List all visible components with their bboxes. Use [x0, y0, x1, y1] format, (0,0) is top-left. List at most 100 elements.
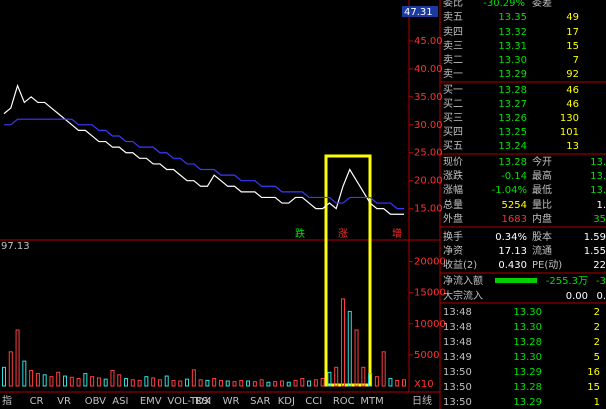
- volume-bar: [96, 377, 101, 387]
- indicator-tab[interactable]: OBV: [85, 396, 106, 407]
- corner-label: 97.13: [1, 241, 30, 252]
- stat-field: 外盘: [443, 212, 463, 225]
- indicator-tab[interactable]: ASI: [112, 396, 128, 407]
- book-price: 13.35: [498, 12, 527, 23]
- y-tick-label: 45.00: [414, 36, 443, 47]
- stat-field: 量比: [532, 199, 552, 211]
- y-tick-label: 20000: [414, 257, 446, 268]
- volume-bar: [63, 375, 68, 387]
- volume-bar: [205, 379, 210, 387]
- trade-time: 13:48: [443, 307, 472, 318]
- book-volume: 92: [566, 69, 579, 80]
- trade-price: 13.29: [513, 367, 542, 378]
- volume-bar: [402, 379, 406, 387]
- flow-label: 净流入额: [443, 274, 483, 287]
- header-field: -30.29%: [483, 0, 525, 9]
- book-volume: 7: [573, 55, 579, 66]
- flow-bar: [495, 278, 537, 283]
- stat-field: 13.28: [498, 157, 527, 168]
- volume-bar: [185, 378, 190, 387]
- stat-field: 13.: [590, 157, 606, 168]
- book-volume: 101: [560, 127, 579, 138]
- indicator-tab[interactable]: VOL-TDX: [167, 396, 210, 407]
- stat-field: 内盘: [532, 212, 552, 225]
- volume-bar: [354, 329, 359, 387]
- indicator-tab[interactable]: RSI: [195, 396, 211, 407]
- volume-bar: [374, 376, 379, 387]
- y-tick-label: 5000: [414, 350, 439, 361]
- volume-bar: [313, 379, 318, 387]
- volume-bar: [29, 369, 34, 387]
- volume-bar: [300, 378, 305, 387]
- book-volume: 49: [566, 12, 579, 23]
- book-label: 买三: [443, 112, 463, 124]
- volume-bar: [164, 375, 169, 387]
- stat-field: 换手: [443, 230, 463, 243]
- book-volume: 17: [566, 27, 579, 38]
- indicator-tab[interactable]: KDJ: [278, 396, 295, 407]
- volume-bar: [83, 373, 88, 387]
- indicator-tab[interactable]: MTM: [360, 396, 383, 407]
- stat-field: 5254: [502, 200, 527, 211]
- book-price: 13.29: [498, 69, 527, 80]
- stat-field: 35: [593, 214, 606, 225]
- volume-bar: [90, 376, 95, 387]
- volume-bar: [42, 374, 47, 387]
- signal-marker: 增: [392, 227, 402, 240]
- book-price: 13.32: [498, 27, 527, 38]
- volume-bar: [347, 310, 352, 387]
- stat-field: 现价: [443, 156, 463, 168]
- volume-bar: [15, 329, 20, 387]
- trade-time: 13:48: [443, 322, 472, 333]
- stat-field: 1.55: [584, 246, 606, 257]
- stat-field: 13.: [590, 185, 606, 196]
- stat-field: 最高: [532, 169, 552, 182]
- volume-bar: [307, 380, 312, 387]
- trade-volume: 1: [594, 397, 600, 408]
- book-volume: 13: [566, 141, 579, 152]
- volume-bar: [69, 376, 74, 387]
- stat-field: 涨跌: [443, 169, 463, 182]
- stat-field: 22: [593, 260, 606, 271]
- indicator-tab[interactable]: 指: [2, 394, 12, 407]
- trade-time: 13:50: [443, 367, 472, 378]
- trade-volume: 2: [594, 337, 600, 348]
- header-field: 委差: [532, 0, 552, 9]
- volume-bar: [273, 381, 278, 387]
- book-price: 13.30: [498, 55, 527, 66]
- trade-volume: 2: [594, 322, 600, 333]
- volume-bar: [252, 381, 257, 387]
- indicator-tab[interactable]: ROC: [333, 396, 355, 407]
- indicator-tab[interactable]: WR: [223, 396, 240, 407]
- volume-bar: [76, 378, 81, 387]
- book-label: 卖一: [443, 68, 463, 80]
- volume-bar: [395, 379, 400, 387]
- stat-field: 13.: [590, 171, 606, 182]
- volume-bar: [239, 379, 244, 387]
- trade-price: 13.30: [513, 322, 542, 333]
- y-tick-label: 40.00: [414, 64, 443, 75]
- indicator-tab[interactable]: CR: [30, 396, 44, 407]
- indicator-tab[interactable]: SAR: [250, 396, 270, 407]
- indicator-tab[interactable]: 日线: [412, 394, 432, 407]
- trade-price: 13.30: [513, 352, 542, 363]
- price-line: [4, 118, 404, 210]
- volume-bar: [212, 378, 217, 387]
- stat-field: 总量: [443, 198, 463, 211]
- stat-field: -0.14: [501, 171, 527, 182]
- indicator-tab[interactable]: EMV: [140, 396, 162, 407]
- trade-time: 13:50: [443, 382, 472, 393]
- trade-volume: 16: [587, 367, 600, 378]
- book-label: 卖五: [443, 11, 463, 23]
- stat-field: 1.: [596, 200, 606, 211]
- book-volume: 130: [560, 113, 579, 124]
- volume-bar: [361, 366, 366, 387]
- volume-bar: [117, 374, 122, 387]
- book-price: 13.25: [498, 127, 527, 138]
- book-volume: 15: [566, 41, 579, 52]
- indicator-tab[interactable]: VR: [57, 396, 71, 407]
- volume-bar: [259, 379, 264, 387]
- y-tick-label: 20.00: [414, 176, 443, 187]
- indicator-tab[interactable]: CCI: [305, 396, 322, 407]
- header-field: 委比: [443, 0, 463, 9]
